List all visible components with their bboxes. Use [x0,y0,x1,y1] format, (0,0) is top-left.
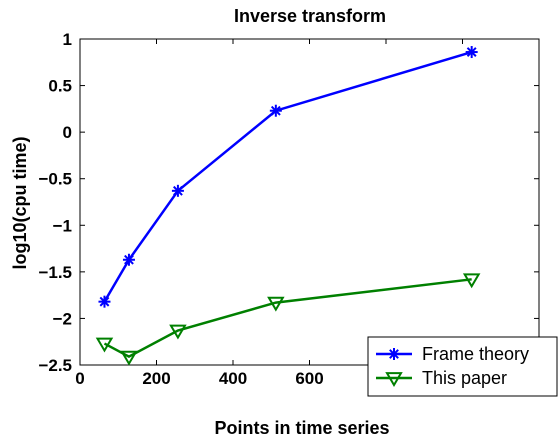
y-tick-label: −0.5 [38,170,72,189]
x-axis-label: Points in time series [214,418,389,438]
x-tick-label: 200 [142,369,170,388]
y-tick-label: −1 [53,216,72,235]
series-2-point [95,337,114,353]
series-1-point [98,295,111,308]
series-1-point [171,184,184,197]
legend-label-1: Frame theory [422,344,529,364]
y-tick-label: −1.5 [38,263,72,282]
plot-area [79,38,540,366]
y-axis-label: log10(cpu time) [10,136,30,269]
series-2-point [169,324,187,340]
legend-marker-1 [388,348,400,360]
y-tick-label: 1 [63,30,72,49]
series-2-point [267,296,285,312]
y-tick-label: 0 [63,123,72,142]
series-layer [95,46,481,366]
series-line-2 [103,278,472,359]
legend-marker-2 [385,372,403,387]
y-axis: 1 0.5 0 −0.5 −1 −1.5 −2 −2.5 [38,30,539,375]
series-1-point [122,253,135,266]
series-2-point [462,273,481,289]
chart-title: Inverse transform [234,6,386,26]
y-tick-label: 0.5 [48,77,72,96]
y-tick-label: −2.5 [38,356,72,375]
x-tick-label: 600 [295,369,323,388]
series-1-point [269,104,282,117]
y-tick-label: −2 [53,309,72,328]
legend-box [367,336,558,397]
legend-label-2: This paper [422,368,507,388]
series-2-point [120,350,138,366]
x-tick-label: 400 [219,369,247,388]
x-tick-label: 0 [75,369,84,388]
series-1-point [465,46,478,59]
legend: Frame theory This paper [367,336,558,397]
